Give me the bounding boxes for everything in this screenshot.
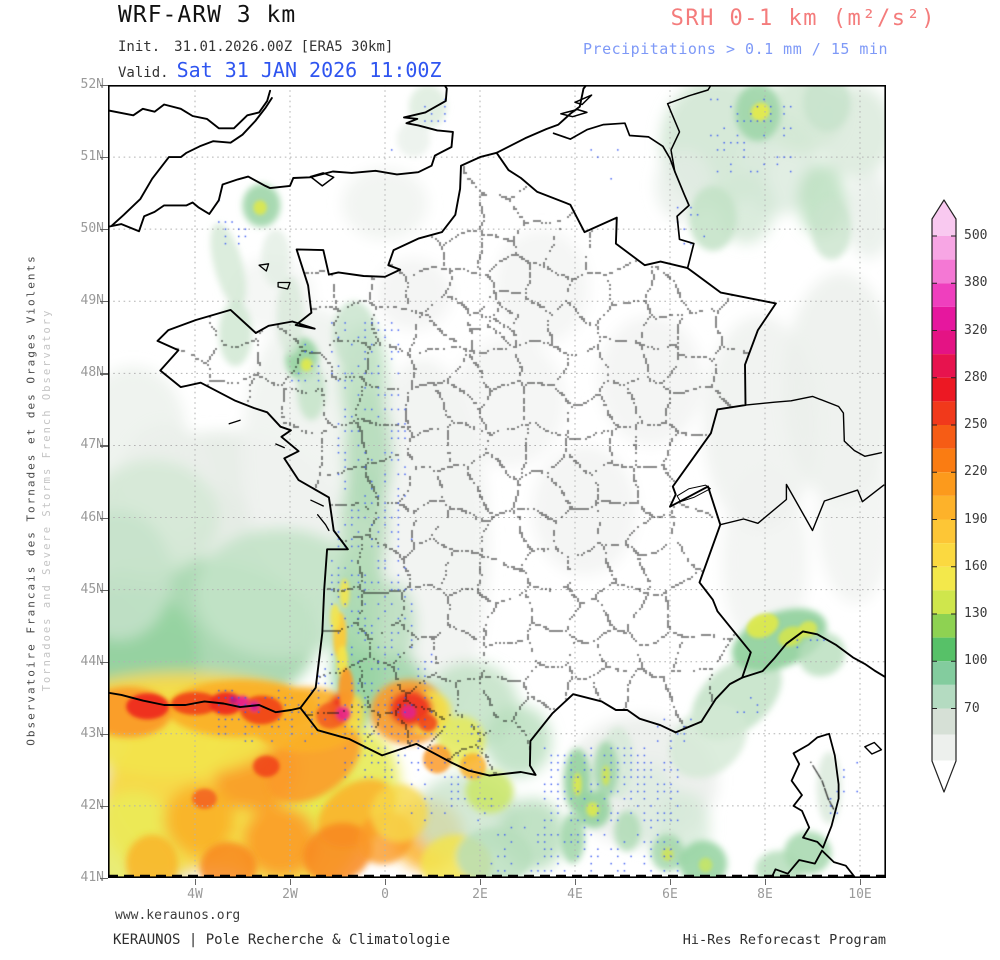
init-line: Init. 31.01.2026.00Z [ERA5 30km] bbox=[118, 39, 393, 55]
product-subtitle: Precipitations > 0.1 mm / 15 min bbox=[583, 40, 888, 58]
colorbar-tick-label: 280 bbox=[964, 369, 988, 385]
lat-tick-label: 42N bbox=[80, 797, 104, 813]
colorbar: 500 380 320 280 250 220 190 160 130 100 70 bbox=[928, 198, 1000, 798]
colorbar-tick-label: 320 bbox=[964, 322, 988, 338]
left-vertical-title-english: Tornadoes and Severe Storms French Obser… bbox=[41, 308, 53, 692]
lat-tick-mark bbox=[100, 877, 108, 880]
lat-tick-label: 45N bbox=[80, 581, 104, 597]
colorbar-tick-label: 380 bbox=[964, 275, 988, 291]
lon-tick-mark bbox=[480, 879, 482, 885]
lon-tick-label: 4E bbox=[567, 887, 583, 902]
colorbar-tick-label: 220 bbox=[964, 464, 988, 480]
footer-program: Hi-Res Reforecast Program bbox=[682, 932, 886, 948]
lat-tick-label: 49N bbox=[80, 293, 104, 309]
lat-tick-label: 47N bbox=[80, 437, 104, 453]
lat-tick-label: 43N bbox=[80, 725, 104, 741]
model-title: WRF-ARW 3 km bbox=[118, 2, 297, 28]
product-title: SRH 0-1 km (m²/s²) bbox=[670, 6, 936, 31]
lon-tick-mark bbox=[385, 879, 387, 885]
lon-tick-label: 2W bbox=[282, 887, 298, 902]
lon-tick-label: 0 bbox=[381, 887, 389, 902]
lon-tick-label: 10E bbox=[848, 887, 872, 902]
colorbar-gradient bbox=[931, 199, 957, 793]
lat-tick-mark bbox=[100, 733, 108, 735]
colorbar-tick-label: 100 bbox=[964, 653, 988, 669]
footer-url: www.keraunos.org bbox=[115, 908, 241, 923]
init-value: 31.01.2026.00Z [ERA5 30km] bbox=[174, 39, 394, 55]
lat-tick-label: 50N bbox=[80, 221, 104, 237]
lat-tick-label: 44N bbox=[80, 653, 104, 669]
lat-tick-label: 52N bbox=[80, 77, 104, 92]
lat-tick-mark bbox=[100, 373, 108, 375]
left-vertical-title-french: Observatoire Francais des Tornades et de… bbox=[24, 254, 38, 746]
lon-tick-mark bbox=[195, 879, 197, 885]
lat-tick-mark bbox=[100, 661, 108, 663]
lon-tick-mark bbox=[860, 879, 862, 885]
lon-tick-label: 8E bbox=[757, 887, 773, 902]
lat-tick-label: 46N bbox=[80, 509, 104, 525]
colorbar-tick-label: 160 bbox=[964, 558, 988, 574]
colorbar-tick-label: 500 bbox=[964, 228, 988, 243]
lat-tick-mark bbox=[100, 805, 108, 808]
colorbar-tick-label: 250 bbox=[964, 417, 988, 432]
lat-tick-mark bbox=[100, 301, 108, 303]
colorbar-tick-label: 70 bbox=[964, 700, 980, 716]
lat-tick-mark bbox=[100, 85, 108, 87]
lon-tick-mark bbox=[765, 879, 767, 885]
colorbar-tick-label: 190 bbox=[964, 511, 988, 527]
lat-tick-mark bbox=[100, 229, 108, 231]
lat-tick-label: 41N bbox=[80, 869, 104, 885]
init-label: Init. bbox=[118, 39, 161, 55]
lon-tick-label: 6E bbox=[662, 887, 678, 902]
footer-organization: KERAUNOS | Pole Recherche & Climatologie bbox=[113, 932, 451, 948]
valid-label: Valid. bbox=[118, 65, 169, 81]
lon-tick-mark bbox=[290, 879, 292, 885]
map-area bbox=[108, 85, 886, 878]
lon-tick-label: 2E bbox=[472, 887, 488, 902]
lat-tick-label: 51N bbox=[80, 149, 104, 165]
lat-tick-mark bbox=[100, 157, 108, 159]
valid-datetime: Sat 31 JAN 2026 11:00Z bbox=[176, 58, 442, 82]
coastline-border-layer bbox=[108, 85, 886, 878]
departments-precip-layer bbox=[108, 85, 886, 878]
lon-tick-label: 4W bbox=[187, 887, 203, 902]
lat-tick-label: 48N bbox=[80, 365, 104, 381]
lon-tick-mark bbox=[575, 879, 577, 885]
valid-line: Valid. Sat 31 JAN 2026 11:00Z bbox=[118, 58, 441, 82]
colorbar-tick-label: 130 bbox=[964, 606, 988, 621]
lat-tick-mark bbox=[100, 445, 108, 447]
lon-tick-mark bbox=[670, 879, 672, 885]
lat-tick-mark bbox=[100, 517, 108, 519]
lat-tick-mark bbox=[100, 589, 108, 591]
